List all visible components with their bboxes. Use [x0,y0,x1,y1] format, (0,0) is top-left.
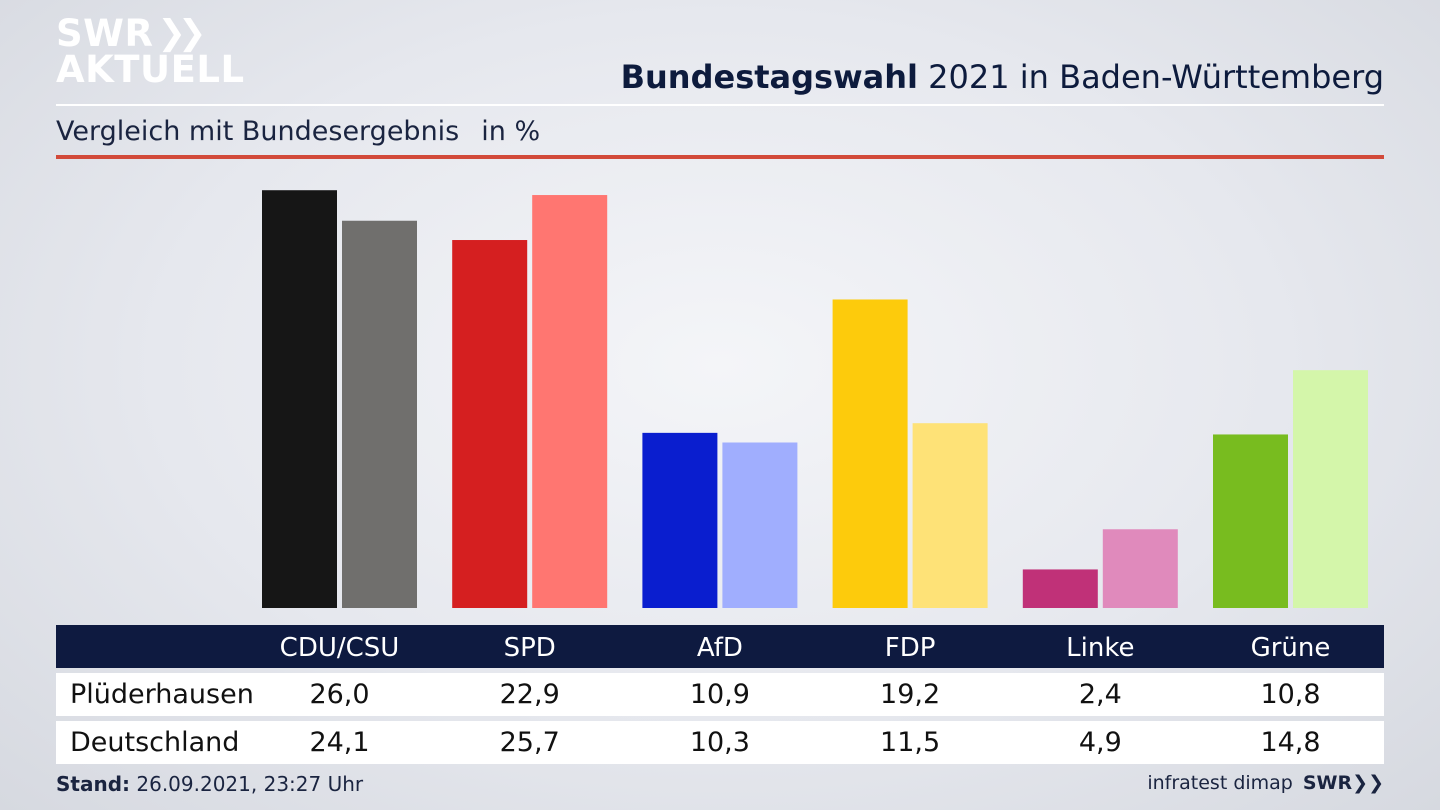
bar-national-fdp [912,423,988,608]
header-cell-spd: SPD [503,633,556,663]
timestamp: Stand: 26.09.2021, 23:27 Uhr [56,772,363,796]
value-cell: 10,9 [689,679,750,710]
unit-label: in % [481,116,541,147]
value-cell: 11,5 [880,727,941,758]
subtitle-text: Vergleich mit Bundesergebnis [56,116,460,147]
header-cell-gr-ne: Grüne [1250,633,1331,663]
source-credit: infratest dimap SWR❯❯ [1147,772,1384,794]
bar-national-linke [1102,529,1178,608]
value-cell: 19,2 [880,679,941,710]
bar-national-gr-ne [1293,370,1368,608]
bar-local-spd [452,240,528,608]
bar-local-gr-ne [1213,434,1288,608]
swr-footer-text: SWR [1302,772,1353,794]
value-cell: 25,7 [499,727,560,758]
title-rest: 2021 in Baden-Württemberg [917,58,1384,96]
table-header: CDU/CSU SPD AfD FDP Linke Grüne [56,625,1384,668]
value-cell: 10,3 [689,727,750,758]
bar-local-afd [642,432,718,608]
row-label: Plüderhausen [70,679,254,710]
results-table: CDU/CSU SPD AfD FDP Linke Grüne Plüderhausen … [56,625,1384,764]
double-chevron-icon: ❯❯ [1352,772,1384,794]
header-cell-cdu-csu: CDU/CSU [279,633,400,663]
header-cell-linke: Linke [1066,633,1135,663]
swr-footer-logo: SWR❯❯ [1303,772,1384,794]
bar-local-cdu-csu [262,190,337,608]
source-text: infratest dimap [1147,772,1293,794]
bar-national-spd [532,195,608,608]
value-cell: 4,9 [1078,727,1122,758]
logo-line2: AKTUELL [56,48,245,92]
value-cell: 14,8 [1260,727,1321,758]
title-bold: Bundestagswahl [620,58,918,96]
divider-white [56,104,1384,106]
bar-chart [262,190,1368,609]
row-label: Deutschland [70,727,240,758]
bar-local-linke [1022,569,1098,608]
chart-subtitle: Vergleich mit Bundesergebnis in % [56,116,540,147]
value-cell: 10,8 [1260,679,1321,710]
bar-local-fdp [832,299,908,608]
double-chevron-icon: ❯❯ [157,13,206,54]
bar-national-afd [722,442,798,608]
header-cell-afd: AfD [696,633,743,663]
stand-label: Stand: [56,772,131,796]
header-cell-fdp: FDP [884,633,936,663]
bar-national-cdu-csu [342,220,417,609]
logo-line1: SWR [56,12,154,55]
table-row: Deutschland 24,1 25,7 10,3 11,5 4,9 14,8 [56,721,1384,764]
table-row: Plüderhausen 26,0 22,9 10,9 19,2 2,4 10,8 [56,673,1384,716]
value-cell: 24,1 [309,727,370,758]
value-cell: 22,9 [499,679,560,710]
page-title: Bundestagswahl 2021 in Baden-Württemberg [621,58,1384,96]
value-cell: 26,0 [309,679,370,710]
stand-value: 26.09.2021, 23:27 Uhr [130,772,364,796]
value-cell: 2,4 [1078,679,1122,710]
divider-red [56,155,1384,159]
swr-aktuell-logo: SWR ❯❯ AKTUELL [56,12,245,92]
